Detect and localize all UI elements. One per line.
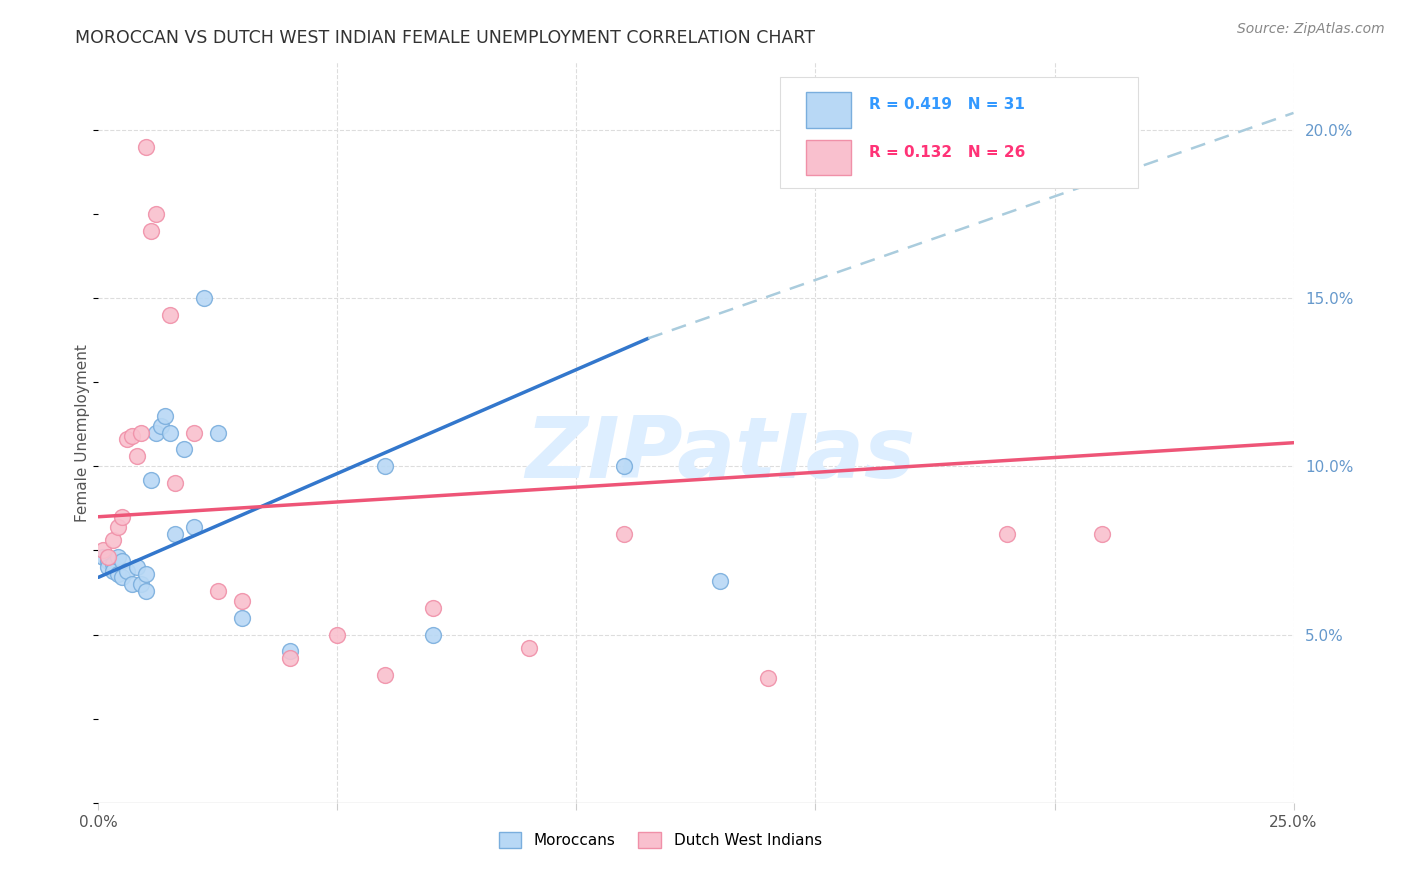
Point	[111, 509, 134, 524]
Point	[374, 668, 396, 682]
Point	[149, 418, 172, 433]
Point	[97, 553, 120, 567]
Point	[159, 308, 181, 322]
Point	[135, 139, 157, 153]
Text: ZIPatlas: ZIPatlas	[524, 413, 915, 496]
Point	[517, 640, 540, 655]
Point	[135, 583, 157, 598]
Point	[145, 425, 167, 440]
Point	[159, 425, 181, 440]
Point	[97, 550, 120, 565]
Point	[115, 433, 138, 447]
Text: R = 0.419   N = 31: R = 0.419 N = 31	[869, 97, 1025, 112]
Point	[163, 476, 186, 491]
Point	[183, 425, 205, 440]
Point	[101, 557, 124, 571]
Point	[207, 583, 229, 598]
Point	[278, 651, 301, 665]
Bar	[806, 93, 852, 128]
Point	[207, 425, 229, 440]
FancyBboxPatch shape	[779, 78, 1139, 188]
Point	[111, 553, 134, 567]
Point	[163, 526, 186, 541]
Point	[756, 671, 779, 685]
Point	[111, 570, 134, 584]
Point	[107, 566, 129, 581]
Point	[97, 560, 120, 574]
Point	[422, 600, 444, 615]
Point	[278, 644, 301, 658]
Point	[121, 577, 143, 591]
Point	[155, 409, 177, 423]
Point	[613, 526, 636, 541]
Point	[101, 533, 124, 548]
Text: MOROCCAN VS DUTCH WEST INDIAN FEMALE UNEMPLOYMENT CORRELATION CHART: MOROCCAN VS DUTCH WEST INDIAN FEMALE UNE…	[75, 29, 814, 47]
Point	[145, 207, 167, 221]
Point	[374, 459, 396, 474]
Point	[1091, 526, 1114, 541]
Point	[709, 574, 731, 588]
Point	[115, 564, 138, 578]
Point	[101, 564, 124, 578]
Point	[173, 442, 195, 457]
Text: R = 0.132   N = 26: R = 0.132 N = 26	[869, 145, 1025, 161]
Point	[139, 473, 162, 487]
Text: Source: ZipAtlas.com: Source: ZipAtlas.com	[1237, 22, 1385, 37]
Point	[91, 550, 114, 565]
Point	[121, 429, 143, 443]
Legend: Moroccans, Dutch West Indians: Moroccans, Dutch West Indians	[492, 826, 828, 855]
Y-axis label: Female Unemployment: Female Unemployment	[75, 343, 90, 522]
Point	[91, 543, 114, 558]
Point	[995, 526, 1018, 541]
Point	[193, 291, 215, 305]
Point	[131, 577, 153, 591]
Point	[131, 425, 153, 440]
Point	[613, 459, 636, 474]
Point	[125, 449, 148, 463]
Point	[125, 560, 148, 574]
Point	[183, 520, 205, 534]
Point	[107, 550, 129, 565]
Point	[107, 520, 129, 534]
Point	[135, 566, 157, 581]
Bar	[806, 139, 852, 175]
Point	[422, 627, 444, 641]
Point	[231, 594, 253, 608]
Point	[326, 627, 349, 641]
Point	[139, 224, 162, 238]
Point	[231, 610, 253, 624]
